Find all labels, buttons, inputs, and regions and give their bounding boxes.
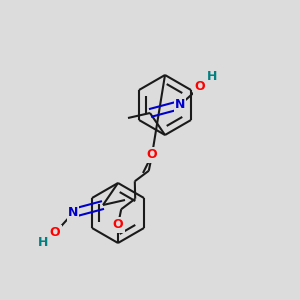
Text: H: H xyxy=(38,236,48,250)
Text: N: N xyxy=(175,98,185,112)
Text: O: O xyxy=(195,80,205,94)
Text: H: H xyxy=(207,70,217,83)
Text: N: N xyxy=(68,206,78,220)
Text: O: O xyxy=(50,226,60,239)
Text: O: O xyxy=(113,218,123,232)
Text: O: O xyxy=(147,148,157,161)
